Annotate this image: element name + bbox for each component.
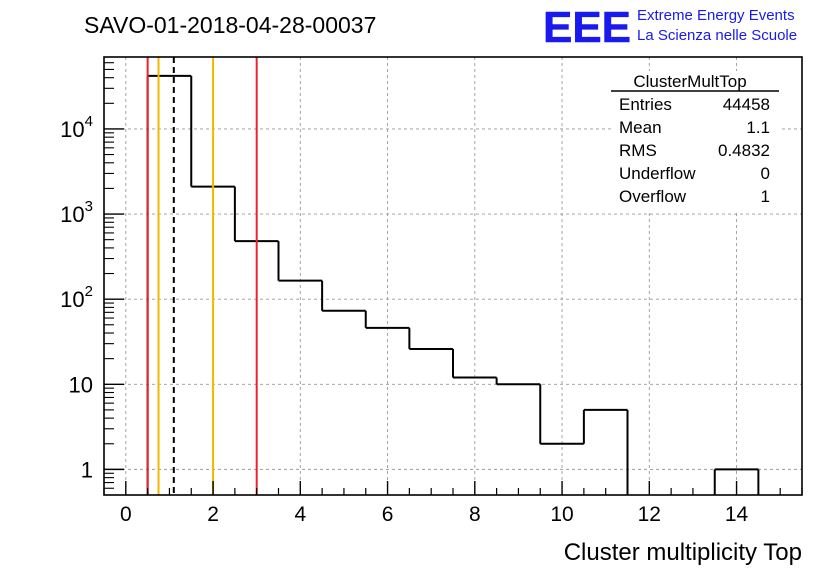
- logo-mark: EEE: [543, 3, 631, 52]
- logo-line-1: Extreme Energy Events: [637, 7, 795, 24]
- stats-row: Entries 44458: [619, 95, 770, 114]
- stats-box-background: [611, 71, 779, 210]
- y-tick-label: 10: [69, 372, 93, 397]
- x-tick-label: 10: [550, 503, 573, 526]
- stats-label-underflow: Underflow: [619, 164, 696, 183]
- y-tick-label: 104: [60, 113, 93, 142]
- stats-label-entries: Entries: [619, 95, 672, 114]
- y-tick-label: 1: [81, 457, 93, 482]
- y-tick-label: 102: [60, 283, 93, 312]
- stats-value-mean: 1.1: [746, 118, 770, 137]
- chart-title: SAVO-01-2018-04-28-00037: [84, 12, 376, 38]
- stats-label-overflow: Overflow: [619, 187, 687, 206]
- stats-label-mean: Mean: [619, 118, 662, 137]
- x-axis-label: Cluster multiplicity Top: [564, 539, 802, 566]
- stats-title: ClusterMultTop: [633, 72, 746, 91]
- x-tick-label: 8: [469, 503, 481, 526]
- stats-row: RMS 0.4832: [619, 141, 770, 160]
- plot-frame: [103, 56, 803, 496]
- stats-row: Mean 1.1: [619, 118, 770, 137]
- stats-value-rms: 0.4832: [718, 141, 770, 160]
- stats-box: ClusterMultTop Entries 44458 Mean 1.1 RM…: [611, 71, 779, 210]
- y-tick-label: 103: [60, 198, 93, 227]
- x-tick-label: 4: [294, 503, 306, 526]
- stats-value-underflow: 0: [761, 164, 770, 183]
- stats-row: Underflow 0: [619, 164, 770, 183]
- stats-value-entries: 44458: [723, 95, 770, 114]
- x-tick-label: 2: [207, 503, 219, 526]
- eee-logo: EEE Extreme Energy Events La Scienza nel…: [543, 3, 797, 53]
- x-tick-label: 14: [725, 503, 749, 526]
- stats-row: Overflow 1: [619, 187, 770, 206]
- stats-value-overflow: 1: [761, 187, 770, 206]
- threshold-markers: [146, 57, 258, 495]
- x-tick-label: 6: [382, 503, 394, 526]
- logo-line-2: La Scienza nelle Scuole: [637, 27, 797, 44]
- x-tick-label: 0: [120, 503, 132, 526]
- stats-label-rms: RMS: [619, 141, 657, 160]
- x-tick-label: 12: [638, 503, 661, 526]
